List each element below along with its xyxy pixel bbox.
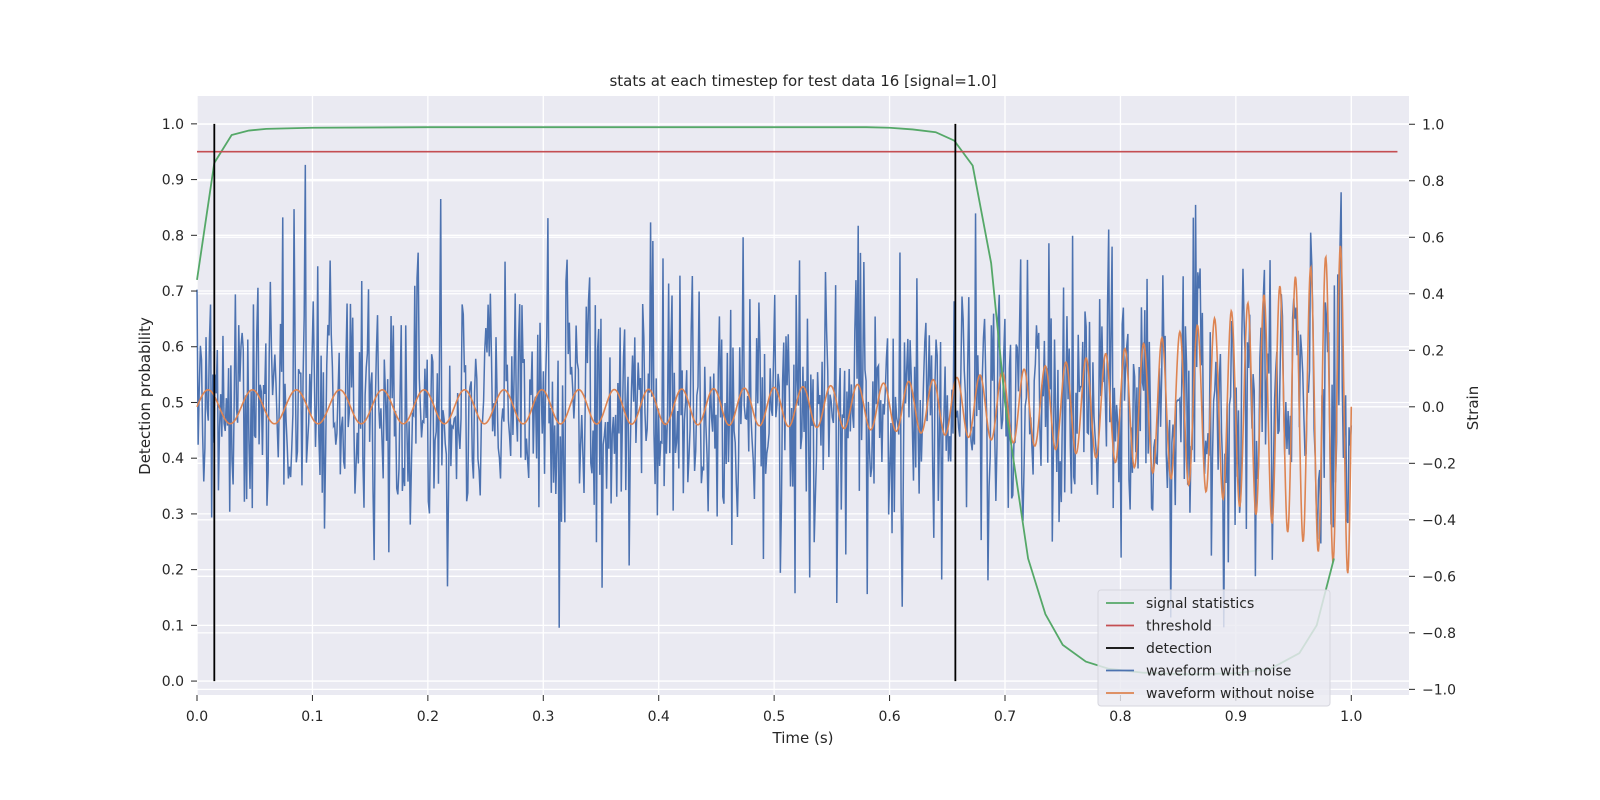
legend-entry: threshold — [1146, 619, 1212, 635]
x-tick-labels: 0.0 0.1 0.2 0.3 0.4 0.5 0.6 0.7 0.8 0.9 1.0 — [186, 695, 1362, 725]
series-waveform-without-noise — [196, 245, 1353, 574]
y-left-tick-label: 0.2 — [162, 563, 184, 579]
y-left-tick-label: 0.5 — [162, 395, 184, 411]
y-left-axis-label: Detection probability — [136, 317, 154, 475]
y-right-tick-labels: −1.0 −0.8 −0.6 −0.4 −0.2 0.0 0.2 0.4 0.6 0.8 1.0 — [1409, 117, 1456, 698]
y-left-tick-label: 0.4 — [162, 451, 184, 467]
x-tick-label: 1.0 — [1340, 709, 1362, 725]
legend-entry: signal statistics — [1146, 596, 1254, 612]
y-right-tick-label: 1.0 — [1422, 117, 1444, 133]
y-right-tick-label: −0.8 — [1422, 626, 1456, 642]
y-right-tick-label: −0.2 — [1422, 456, 1456, 472]
chart-title: stats at each timestep for test data 16 … — [609, 72, 996, 90]
y-right-tick-label: 0.4 — [1422, 287, 1444, 303]
y-right-tick-label: 0.6 — [1422, 230, 1444, 246]
series-waveform-with-noise — [196, 164, 1353, 628]
x-tick-label: 0.0 — [186, 709, 208, 725]
legend-box — [1097, 589, 1331, 707]
legend-entry: detection — [1146, 641, 1212, 657]
y-left-tick-label: 0.9 — [162, 173, 184, 189]
x-tick-label: 0.8 — [1109, 709, 1131, 725]
y-right-tick-label: 0.8 — [1422, 174, 1444, 190]
x-tick-label: 0.9 — [1225, 709, 1247, 725]
y-right-tick-label: 0.2 — [1422, 343, 1444, 359]
legend-entry: waveform without noise — [1146, 686, 1314, 702]
legend-entry: waveform with noise — [1146, 664, 1291, 680]
y-right-tick-label: −1.0 — [1422, 682, 1456, 698]
x-tick-label: 0.7 — [994, 709, 1016, 725]
x-tick-label: 0.6 — [878, 709, 900, 725]
y-left-tick-label: 0.8 — [162, 228, 184, 244]
x-tick-label: 0.2 — [417, 709, 439, 725]
legend: signal statistics threshold detection wavef… — [1097, 589, 1331, 707]
y-left-tick-label: 0.7 — [162, 284, 184, 300]
y-left-tick-labels: 0.0 0.1 0.2 0.3 0.4 0.5 0.6 0.7 0.8 0.9 1.0 — [162, 117, 197, 690]
y-right-tick-label: −0.6 — [1422, 569, 1456, 585]
x-tick-label: 0.3 — [532, 709, 554, 725]
y-left-tick-label: 0.1 — [162, 618, 184, 634]
x-tick-label: 0.4 — [648, 709, 670, 725]
x-tick-label: 0.1 — [301, 709, 323, 725]
y-left-tick-label: 0.0 — [162, 674, 184, 690]
x-axis-label: Time (s) — [772, 729, 834, 747]
y-left-tick-label: 1.0 — [162, 117, 184, 133]
y-right-axis-label: Strain — [1464, 386, 1482, 430]
y-left-tick-label: 0.6 — [162, 340, 184, 356]
y-left-tick-label: 0.3 — [162, 507, 184, 523]
x-tick-label: 0.5 — [763, 709, 785, 725]
y-right-tick-label: 0.0 — [1422, 400, 1444, 416]
y-right-tick-label: −0.4 — [1422, 513, 1456, 529]
